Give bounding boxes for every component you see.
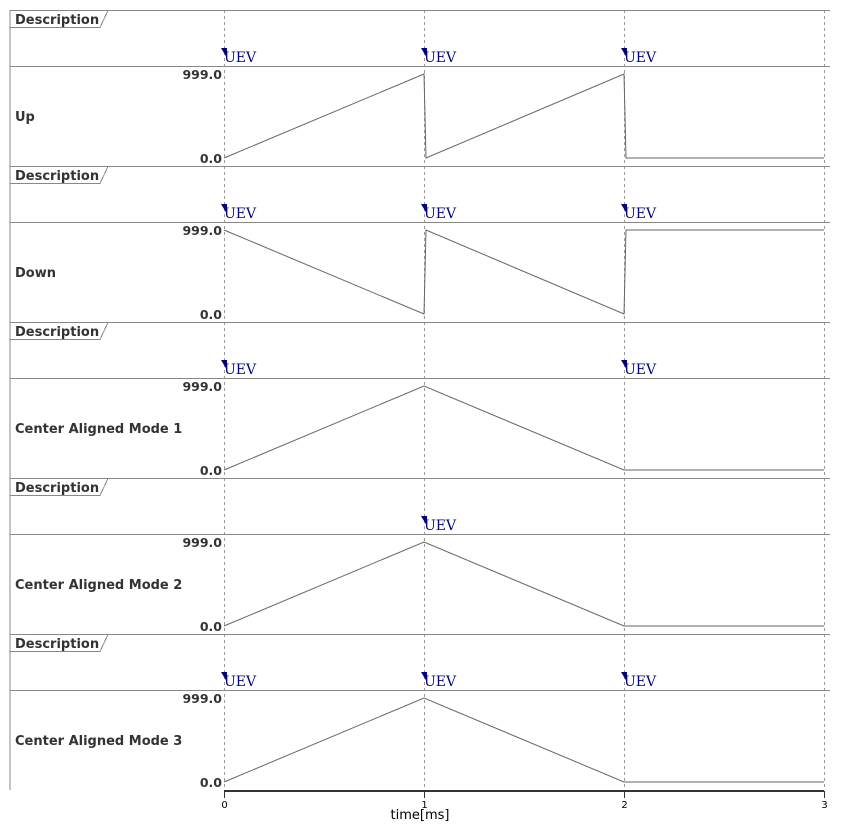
series-name: Down	[15, 266, 56, 281]
event-label: UEV	[424, 206, 457, 222]
series-name: Center Aligned Mode 1	[15, 422, 182, 437]
event-marker	[621, 48, 627, 58]
description-tab-outline	[10, 322, 109, 340]
event-label: UEV	[224, 50, 257, 66]
x-tick-label: 3	[821, 800, 827, 811]
y-min-label: 0.0	[200, 463, 222, 478]
description-tab-outline	[10, 634, 109, 652]
description-label: Description	[15, 13, 99, 28]
event-marker	[421, 204, 427, 214]
event-marker	[221, 48, 227, 58]
description-label: Description	[15, 169, 99, 184]
description-tab-outline	[10, 166, 109, 184]
series-name: Center Aligned Mode 3	[15, 734, 182, 749]
event-label: UEV	[624, 50, 657, 66]
description-label: Description	[15, 481, 99, 496]
y-max-label: 999.0	[182, 223, 222, 238]
event-marker	[621, 360, 627, 370]
event-marker	[621, 672, 627, 682]
y-min-label: 0.0	[200, 307, 222, 322]
x-tick-label: 0	[221, 800, 227, 811]
event-label: UEV	[624, 362, 657, 378]
series-waveform	[223, 541, 824, 627]
event-label: UEV	[424, 518, 457, 534]
y-min-label: 0.0	[200, 619, 222, 634]
y-max-label: 999.0	[182, 67, 222, 82]
event-marker	[221, 204, 227, 214]
event-marker	[221, 360, 227, 370]
event-marker	[421, 516, 427, 526]
event-marker	[621, 204, 627, 214]
event-label: UEV	[224, 362, 257, 378]
event-label: UEV	[424, 674, 457, 690]
x-axis-label: time[ms]	[391, 808, 450, 823]
event-marker	[421, 48, 427, 58]
event-label: UEV	[624, 674, 657, 690]
event-label: UEV	[624, 206, 657, 222]
description-label: Description	[15, 325, 99, 340]
y-max-label: 999.0	[182, 691, 222, 706]
x-tick-label: 2	[621, 800, 627, 811]
series-waveform	[223, 229, 824, 315]
event-marker	[421, 672, 427, 682]
event-label: UEV	[224, 674, 257, 690]
description-label: Description	[15, 637, 99, 652]
event-label: UEV	[424, 50, 457, 66]
series-name: Up	[15, 110, 35, 125]
series-waveform	[223, 385, 824, 471]
series-waveform	[223, 73, 824, 159]
description-tab-outline	[10, 10, 109, 28]
y-min-label: 0.0	[200, 151, 222, 166]
series-name: Center Aligned Mode 2	[15, 578, 182, 593]
description-tab-outline	[10, 478, 109, 496]
y-max-label: 999.0	[182, 379, 222, 394]
y-max-label: 999.0	[182, 535, 222, 550]
event-marker	[221, 672, 227, 682]
series-waveform	[223, 697, 824, 783]
x-tick-label: 1	[421, 800, 427, 811]
y-min-label: 0.0	[200, 775, 222, 790]
event-label: UEV	[224, 206, 257, 222]
